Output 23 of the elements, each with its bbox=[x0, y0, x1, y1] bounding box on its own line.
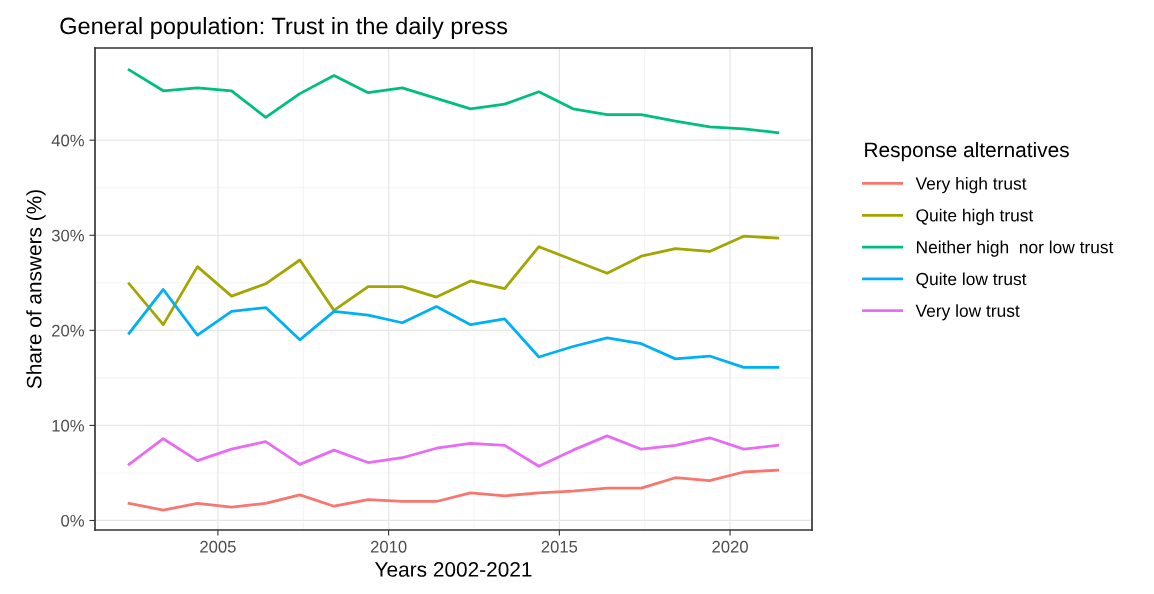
y-tick-label: 20% bbox=[52, 324, 84, 337]
line-series bbox=[127, 468, 780, 512]
y-tick-label: 10% bbox=[52, 419, 84, 432]
line-series bbox=[127, 68, 780, 134]
chart-title: General population: Trust in the daily press bbox=[60, 17, 508, 40]
y-tick-label: 0% bbox=[61, 514, 84, 527]
legend-label: Very high trust bbox=[915, 176, 1027, 194]
line-series bbox=[127, 288, 780, 369]
y-tick-label: 30% bbox=[51, 229, 84, 242]
line-series bbox=[127, 434, 780, 468]
x-tick-label: 2005 bbox=[200, 540, 236, 553]
line-series bbox=[127, 234, 780, 327]
legend-label: Quite low trust bbox=[916, 272, 1027, 289]
legend-label: Neither high nor low trust bbox=[916, 240, 1114, 257]
x-tick-label: 2010 bbox=[370, 540, 407, 553]
x-tick-label: 2015 bbox=[541, 540, 578, 553]
y-tick-label: 40% bbox=[51, 134, 84, 147]
legend-label: Very low trust bbox=[915, 304, 1020, 321]
legend-title: Response alternatives bbox=[865, 141, 1069, 162]
legend-label: Quite high trust bbox=[916, 208, 1034, 225]
y-axis-title: Share of answers (%) bbox=[26, 190, 46, 389]
x-axis-title: Years 2002-2021 bbox=[375, 562, 532, 577]
x-tick-label: 2020 bbox=[712, 540, 748, 553]
